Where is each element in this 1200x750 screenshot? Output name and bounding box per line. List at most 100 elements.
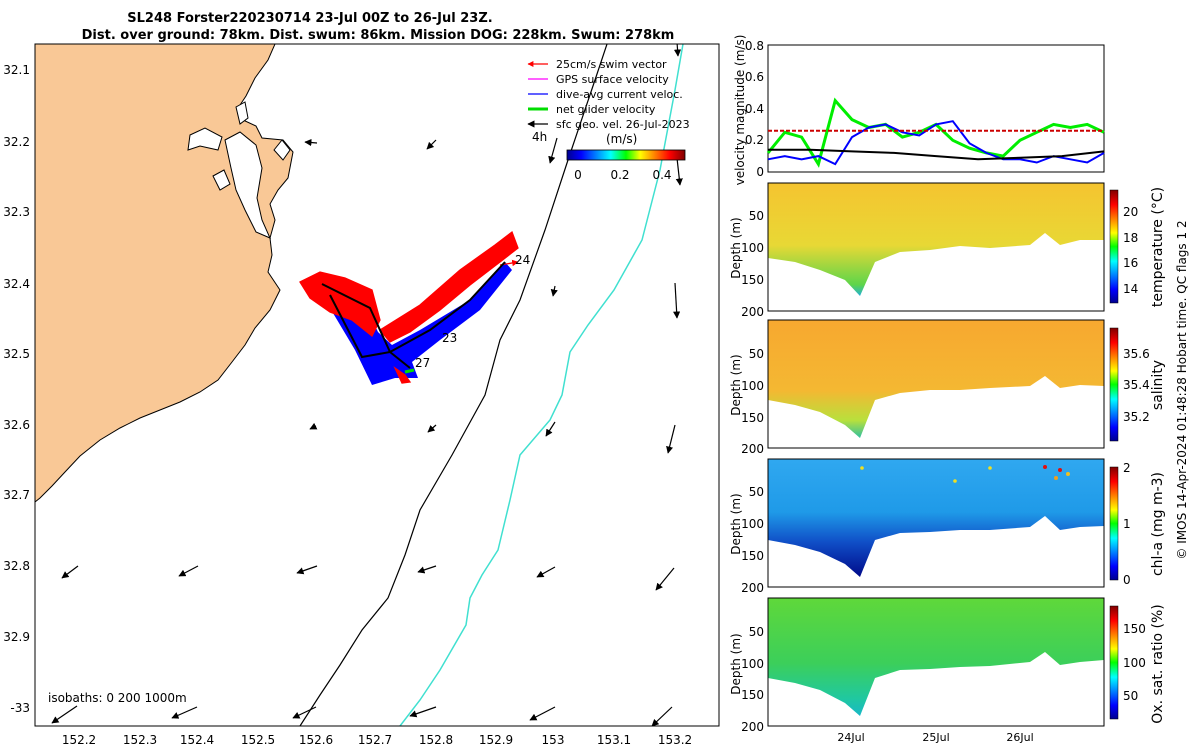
net-glider-velocity xyxy=(404,368,415,374)
svg-text:32.6: 32.6 xyxy=(3,418,30,432)
svg-text:50: 50 xyxy=(749,347,764,361)
svg-text:0.2: 0.2 xyxy=(610,168,629,182)
velocity-panel: 0 0.2 0.4 0.6 0.8 velocity magnitude (m/… xyxy=(733,35,1105,186)
svg-text:153.1: 153.1 xyxy=(597,733,631,747)
svg-text:32.2: 32.2 xyxy=(3,135,30,149)
map-legend: 25cm/s swim vector GPS surface velocity … xyxy=(527,58,690,182)
svg-text:Depth (m): Depth (m) xyxy=(729,493,743,554)
velocity-series-line-3 xyxy=(768,148,1105,161)
svg-text:150: 150 xyxy=(1123,622,1146,636)
legend-dive-avg: dive-avg current veloc. xyxy=(556,88,683,101)
velocity-yticks: 0 0.2 0.4 0.6 0.8 xyxy=(745,39,764,179)
chla-colorbar xyxy=(1109,466,1119,581)
figure-title-line2: Dist. over ground: 78km. Dist. swum: 86k… xyxy=(82,28,675,43)
salinity-panel: 50 100 150 200 Depth (m) 35.2 35.4 35.6 … xyxy=(729,319,1166,456)
svg-text:200: 200 xyxy=(741,581,764,595)
map-panel: 24 23 27 152.2 152.3 152.4 152.5 152.6 1… xyxy=(3,43,720,747)
speed-colorbar xyxy=(566,149,686,161)
figure-title-line1: SL248 Forster220230714 23-Jul 00Z to 26-… xyxy=(127,11,492,26)
svg-text:153: 153 xyxy=(542,733,565,747)
svg-text:Depth (m): Depth (m) xyxy=(729,354,743,415)
svg-text:0.4: 0.4 xyxy=(745,102,764,116)
svg-text:200: 200 xyxy=(741,305,764,319)
svg-text:152.3: 152.3 xyxy=(123,733,157,747)
svg-text:152.2: 152.2 xyxy=(62,733,96,747)
velocity-series-line-1 xyxy=(767,120,1105,166)
oxygen-field xyxy=(768,598,1104,716)
svg-text:2: 2 xyxy=(1123,461,1131,475)
svg-text:100: 100 xyxy=(741,517,764,531)
svg-text:24Jul: 24Jul xyxy=(837,731,864,744)
svg-text:0.8: 0.8 xyxy=(745,39,764,53)
svg-text:100: 100 xyxy=(741,657,764,671)
svg-text:chl-a (mg m-3): chl-a (mg m-3) xyxy=(1150,472,1166,576)
svg-text:50: 50 xyxy=(749,625,764,639)
legend-net-velocity: net glider velocity xyxy=(556,103,656,116)
salinity-field xyxy=(768,320,1104,438)
svg-text:152.5: 152.5 xyxy=(241,733,275,747)
svg-text:32.7: 32.7 xyxy=(3,488,30,502)
svg-text:100: 100 xyxy=(741,379,764,393)
map-yticks: 32.1 32.2 32.3 32.4 32.5 32.6 32.7 32.8 … xyxy=(3,63,30,715)
isobath-200m xyxy=(299,44,608,726)
svg-text:0.2: 0.2 xyxy=(745,133,764,147)
svg-text:1: 1 xyxy=(1123,517,1131,531)
svg-text:Depth (m): Depth (m) xyxy=(729,633,743,694)
scale-label: 4h xyxy=(532,130,547,144)
svg-text:32.1: 32.1 xyxy=(3,63,30,77)
svg-text:0: 0 xyxy=(574,168,582,182)
map-xticks: 152.2 152.3 152.4 152.5 152.6 152.7 152.… xyxy=(62,733,692,747)
velocity-series xyxy=(766,97,1105,168)
temperature-field xyxy=(768,183,1104,296)
svg-text:0: 0 xyxy=(756,165,764,179)
dive-avg-current-band xyxy=(318,262,512,385)
svg-text:150: 150 xyxy=(741,549,764,563)
day-label-27: 27 xyxy=(415,356,430,370)
chla-panel: 50 100 150 200 Depth (m) 0 1 2 chl-a (mg… xyxy=(729,458,1166,595)
svg-text:Depth (m): Depth (m) xyxy=(729,217,743,278)
svg-text:50: 50 xyxy=(749,209,764,223)
salinity-colorbar xyxy=(1109,327,1119,442)
time-axis: 24Jul 25Jul 26Jul xyxy=(837,731,1033,744)
svg-text:32.8: 32.8 xyxy=(3,559,30,573)
svg-text:0.4: 0.4 xyxy=(652,168,671,182)
velocity-ylabel: velocity magnitude (m/s) xyxy=(733,35,747,186)
svg-text:100: 100 xyxy=(741,241,764,255)
svg-text:152.4: 152.4 xyxy=(180,733,214,747)
swim-vectors xyxy=(299,230,519,384)
legend-gps-velocity: GPS surface velocity xyxy=(556,73,669,86)
svg-text:152.8: 152.8 xyxy=(419,733,453,747)
isobath-1000m xyxy=(399,44,684,726)
svg-text:35.4: 35.4 xyxy=(1123,378,1150,392)
legend-sfc-geo-vel: sfc geo. vel. 26-Jul-2023 xyxy=(556,118,690,131)
svg-text:0: 0 xyxy=(1123,573,1131,587)
svg-text:50: 50 xyxy=(749,485,764,499)
svg-text:26Jul: 26Jul xyxy=(1006,731,1033,744)
svg-text:150: 150 xyxy=(741,273,764,287)
sfc-velocity-arrows xyxy=(51,44,683,726)
svg-text:150: 150 xyxy=(741,688,764,702)
svg-text:100: 100 xyxy=(1123,656,1146,670)
svg-text:Ox. sat. ratio (%): Ox. sat. ratio (%) xyxy=(1150,604,1166,723)
isobaths-note: isobaths: 0 200 1000m xyxy=(48,691,187,705)
svg-text:152.7: 152.7 xyxy=(358,733,392,747)
svg-text:150: 150 xyxy=(741,411,764,425)
svg-text:32.4: 32.4 xyxy=(3,277,30,291)
day-label-24: 24 xyxy=(515,253,530,267)
svg-text:32.5: 32.5 xyxy=(3,347,30,361)
colorbar-unit: (m/s) xyxy=(606,132,637,146)
svg-text:152.6: 152.6 xyxy=(299,733,333,747)
temperature-colorbar xyxy=(1109,189,1119,304)
svg-text:32.3: 32.3 xyxy=(3,205,30,219)
svg-text:salinity: salinity xyxy=(1150,360,1166,410)
svg-text:35.6: 35.6 xyxy=(1123,347,1150,361)
svg-text:50: 50 xyxy=(1123,689,1138,703)
svg-text:35.2: 35.2 xyxy=(1123,410,1150,424)
svg-text:32.9: 32.9 xyxy=(3,630,30,644)
temperature-panel: 50 100 150 200 Depth (m) 14 16 18 20 tem… xyxy=(729,182,1166,319)
svg-text:20: 20 xyxy=(1123,205,1138,219)
chla-field xyxy=(768,459,1104,577)
day-label-23: 23 xyxy=(442,331,457,345)
oxygen-colorbar xyxy=(1109,605,1119,720)
